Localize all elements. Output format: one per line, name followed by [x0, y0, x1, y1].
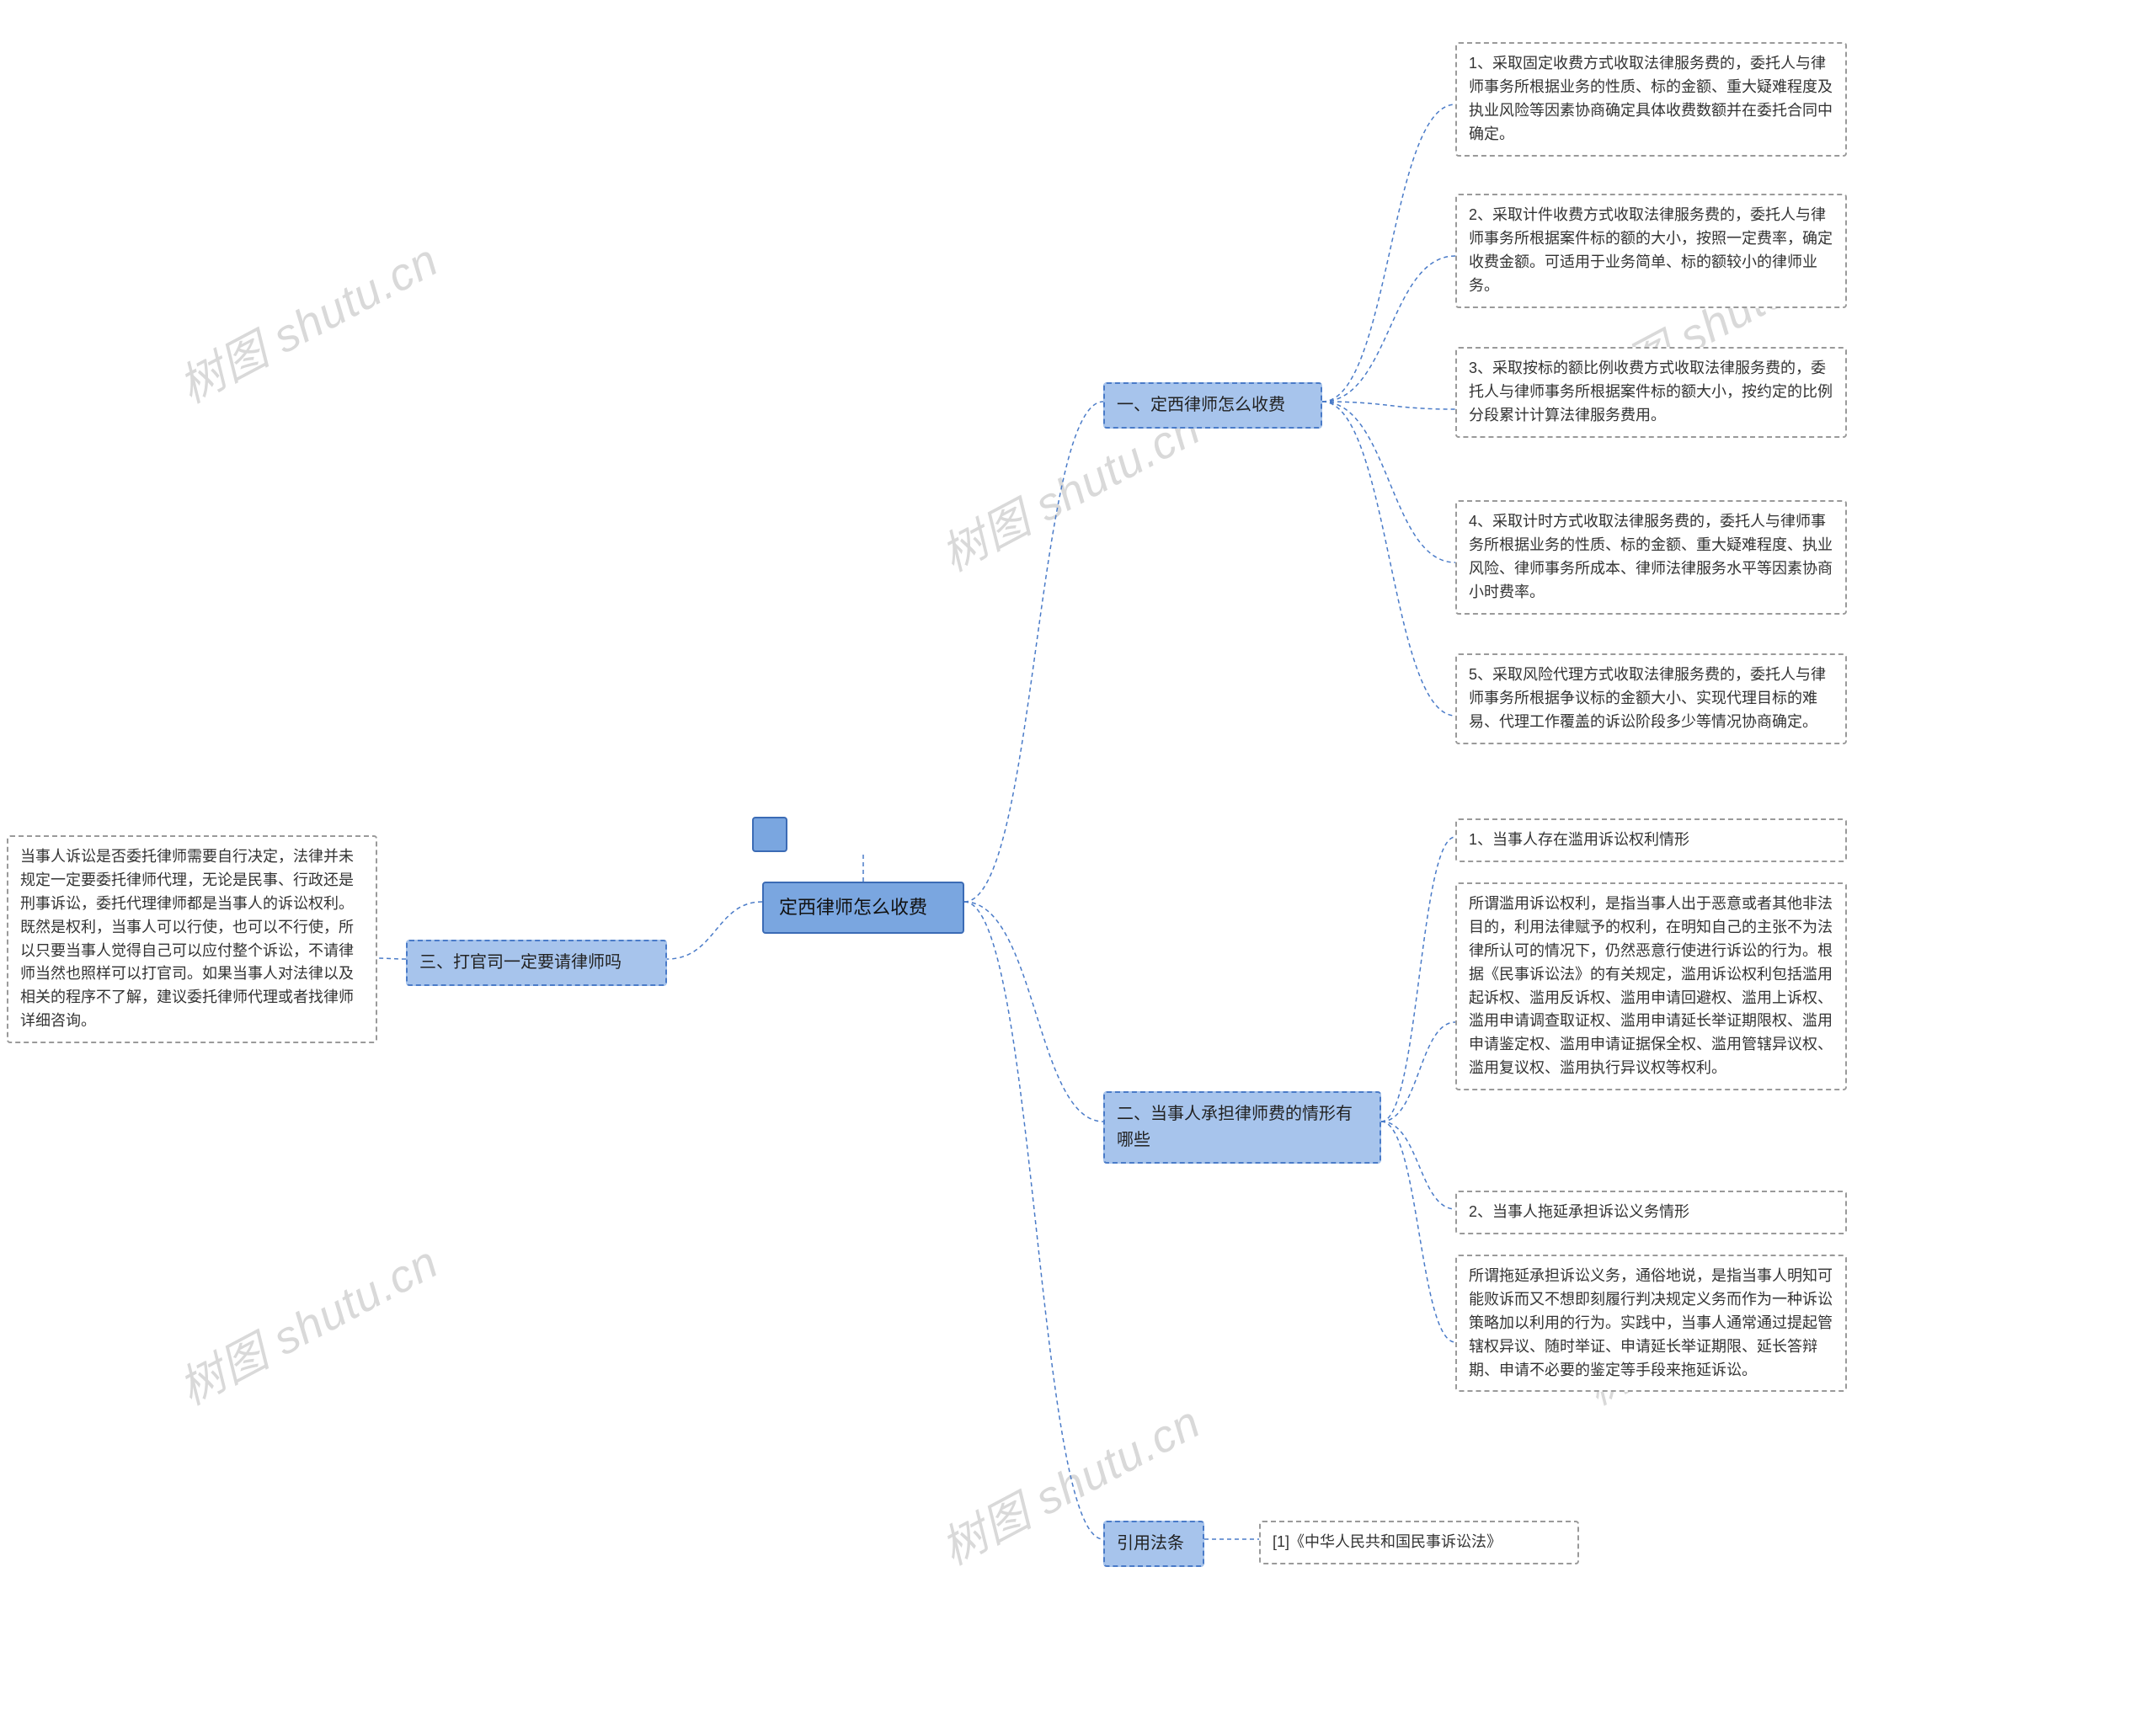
leaf-text: 2、当事人拖延承担诉讼义务情形: [1469, 1203, 1689, 1220]
branch-label: 一、定西律师怎么收费: [1117, 396, 1285, 414]
branch-node[interactable]: 引用法条: [1103, 1521, 1204, 1567]
leaf-node[interactable]: 3、采取按标的额比例收费方式收取法律服务费的，委托人与律师事务所根据案件标的额大…: [1455, 347, 1847, 438]
root-sibling-box[interactable]: [752, 817, 787, 852]
branch-label: 二、当事人承担律师费的情形有哪些: [1117, 1105, 1353, 1149]
leaf-node[interactable]: 1、采取固定收费方式收取法律服务费的，委托人与律师事务所根据业务的性质、标的金额…: [1455, 42, 1847, 157]
root-node[interactable]: 定西律师怎么收费: [762, 882, 964, 934]
leaf-text: 所谓滥用诉讼权利，是指当事人出于恶意或者其他非法目的，利用法律赋予的权利，在明知…: [1469, 895, 1833, 1076]
leaf-text: 1、当事人存在滥用诉讼权利情形: [1469, 831, 1689, 848]
leaf-node[interactable]: 所谓滥用诉讼权利，是指当事人出于恶意或者其他非法目的，利用法律赋予的权利，在明知…: [1455, 882, 1847, 1090]
leaf-text: 2、采取计件收费方式收取法律服务费的，委托人与律师事务所根据案件标的额的大小，按…: [1469, 206, 1833, 294]
leaf-text: 4、采取计时方式收取法律服务费的，委托人与律师事务所根据业务的性质、标的金额、重…: [1469, 513, 1833, 600]
leaf-node[interactable]: 4、采取计时方式收取法律服务费的，委托人与律师事务所根据业务的性质、标的金额、重…: [1455, 500, 1847, 615]
branch-label: 引用法条: [1117, 1534, 1184, 1553]
watermark: 树图 shutu.cn: [165, 223, 448, 416]
leaf-node[interactable]: 2、采取计件收费方式收取法律服务费的，委托人与律师事务所根据案件标的额的大小，按…: [1455, 194, 1847, 308]
branch-label: 三、打官司一定要请律师吗: [419, 953, 622, 972]
leaf-text: 5、采取风险代理方式收取法律服务费的，委托人与律师事务所根据争议标的金额大小、实…: [1469, 666, 1826, 730]
leaf-text: 3、采取按标的额比例收费方式收取法律服务费的，委托人与律师事务所根据案件标的额大…: [1469, 360, 1833, 424]
leaf-text: 所谓拖延承担诉讼义务，通俗地说，是指当事人明知可能败诉而又不想即刻履行判决规定义…: [1469, 1267, 1833, 1378]
leaf-node[interactable]: 所谓拖延承担诉讼义务，通俗地说，是指当事人明知可能败诉而又不想即刻履行判决规定义…: [1455, 1255, 1847, 1392]
leaf-text: [1]《中华人民共和国民事诉讼法》: [1273, 1533, 1502, 1550]
branch-node[interactable]: 三、打官司一定要请律师吗: [406, 940, 667, 986]
root-label: 定西律师怎么收费: [779, 897, 927, 918]
leaf-node[interactable]: 2、当事人拖延承担诉讼义务情形: [1455, 1191, 1847, 1234]
leaf-text: 当事人诉讼是否委托律师需要自行决定，法律并未规定一定要委托律师代理，无论是民事、…: [20, 848, 354, 1029]
leaf-node[interactable]: 当事人诉讼是否委托律师需要自行决定，法律并未规定一定要委托律师代理，无论是民事、…: [7, 835, 377, 1043]
leaf-node[interactable]: 1、当事人存在滥用诉讼权利情形: [1455, 818, 1847, 862]
leaf-text: 1、采取固定收费方式收取法律服务费的，委托人与律师事务所根据业务的性质、标的金额…: [1469, 55, 1833, 142]
branch-node[interactable]: 一、定西律师怎么收费: [1103, 382, 1322, 429]
branch-node[interactable]: 二、当事人承担律师费的情形有哪些: [1103, 1091, 1381, 1164]
leaf-node[interactable]: 5、采取风险代理方式收取法律服务费的，委托人与律师事务所根据争议标的金额大小、实…: [1455, 653, 1847, 744]
watermark: 树图 shutu.cn: [165, 1225, 448, 1418]
leaf-node[interactable]: [1]《中华人民共和国民事诉讼法》: [1259, 1521, 1579, 1564]
